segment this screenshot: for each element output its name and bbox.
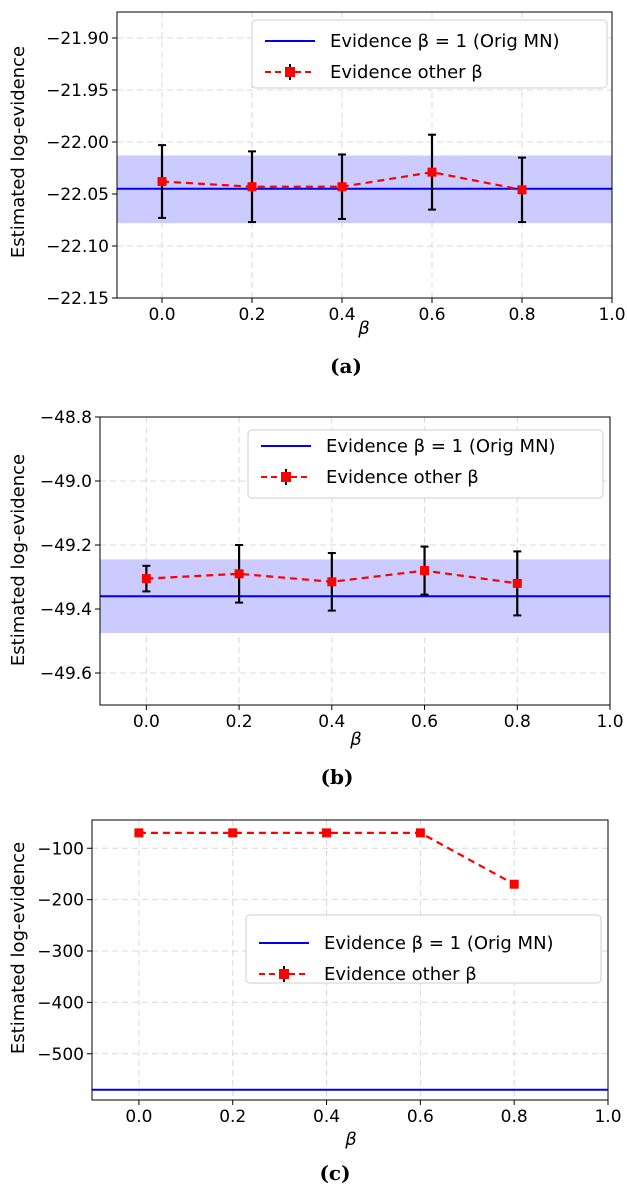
data-point-marker xyxy=(141,574,151,584)
plot-frame-c xyxy=(91,819,609,1101)
y-axis-label-b: Estimated log-evidence xyxy=(8,454,29,666)
x-tick-label: 0.6 xyxy=(407,1107,434,1127)
y-tick-label: −100 xyxy=(37,839,84,859)
y-tick-label: −21.95 xyxy=(46,81,109,101)
panel-caption-b: (b) xyxy=(321,765,354,789)
y-tick-label: −500 xyxy=(37,1045,84,1065)
data-point-marker xyxy=(512,578,522,588)
x-tick-label: 0.0 xyxy=(125,1107,152,1127)
y-tick-label: −49.4 xyxy=(40,600,92,620)
y-axis-label-a: Estimated log-evidence xyxy=(8,46,29,258)
data-point-marker xyxy=(509,879,519,889)
y-tick-label: −21.90 xyxy=(46,29,109,49)
y-ticks-c: −100 −200 −300 −400 −500 xyxy=(37,839,92,1065)
y-tick-label: −22.10 xyxy=(46,237,109,257)
x-tick-label: 0.8 xyxy=(508,305,535,325)
x-tick-label: 0.0 xyxy=(148,305,175,325)
plot-frame-a xyxy=(116,11,613,299)
series-c xyxy=(134,828,519,889)
y-tick-label: −200 xyxy=(37,891,84,911)
legend-b: Evidence β = 1 (Orig MN) Evidence other … xyxy=(247,429,604,499)
y-tick-label: −49.0 xyxy=(40,472,92,492)
data-point-marker xyxy=(228,828,238,838)
x-ticks-a: 0.0 0.2 0.4 0.6 0.8 1.0 xyxy=(148,298,626,325)
x-tick-label: 1.0 xyxy=(594,1107,621,1127)
y-tick-label: −400 xyxy=(37,993,84,1013)
legend-marker-swatch-c xyxy=(279,969,289,979)
legend-other-label-b: Evidence other β xyxy=(326,467,479,488)
x-axis-label-c: β xyxy=(344,1129,357,1150)
x-tick-label: 1.0 xyxy=(596,712,623,732)
series-line-other-beta xyxy=(138,831,515,886)
x-tick-label: 0.8 xyxy=(501,1107,528,1127)
x-tick-label: 0.8 xyxy=(504,712,531,732)
x-tick-label: 0.4 xyxy=(328,305,355,325)
data-point-marker xyxy=(134,828,144,838)
legend-box-c xyxy=(245,914,602,984)
y-tick-label: −49.2 xyxy=(40,536,92,556)
data-point-marker xyxy=(337,182,347,192)
x-ticks-c: 0.0 0.2 0.4 0.6 0.8 1.0 xyxy=(125,1100,622,1127)
data-point-marker xyxy=(415,828,425,838)
x-tick-label: 0.4 xyxy=(313,1107,340,1127)
x-tick-label: 0.2 xyxy=(219,1107,246,1127)
panel-a: 0.0 0.2 0.4 0.6 0.8 1.0 −21.90 −21.95 −22.00 −22… xyxy=(8,11,626,378)
y-tick-label: −22.00 xyxy=(46,133,109,153)
panel-caption-c: (c) xyxy=(319,1161,350,1185)
series-b xyxy=(141,544,522,617)
y-ticks-b: −48.8 −49.0 −49.2 −49.4 −49.6 xyxy=(40,408,100,684)
plot-frame-b xyxy=(99,416,611,706)
legend-other-label-c: Evidence other β xyxy=(324,964,477,985)
data-point-marker xyxy=(322,828,332,838)
legend-ref-label-c: Evidence β = 1 (Orig MN) xyxy=(324,933,554,954)
x-tick-label: 1.0 xyxy=(598,305,625,325)
legend-ref-label-b: Evidence β = 1 (Orig MN) xyxy=(326,436,556,457)
legend-marker-swatch-b xyxy=(281,472,291,482)
x-ticks-b: 0.0 0.2 0.4 0.6 0.8 1.0 xyxy=(133,705,624,732)
legend-box-a xyxy=(251,19,608,89)
data-point-marker xyxy=(517,185,527,195)
x-tick-label: 0.6 xyxy=(418,305,445,325)
x-axis-label-b: β xyxy=(349,729,362,750)
legend-marker-swatch-a xyxy=(285,67,295,77)
y-tick-label: −48.8 xyxy=(40,408,92,428)
y-tick-label: −49.6 xyxy=(40,664,92,684)
data-point-marker xyxy=(247,182,257,192)
data-point-marker xyxy=(234,569,244,579)
data-point-marker xyxy=(327,577,337,587)
legend-other-label-a: Evidence other β xyxy=(330,62,483,83)
data-point-marker xyxy=(157,177,167,187)
legend-c: Evidence β = 1 (Orig MN) Evidence other … xyxy=(245,914,602,985)
y-ticks-a: −21.90 −21.95 −22.00 −22.05 −22.10 −22.15 xyxy=(46,29,117,309)
x-tick-label: 0.2 xyxy=(238,305,265,325)
y-axis-label-c: Estimated log-evidence xyxy=(8,842,29,1054)
legend-ref-label-a: Evidence β = 1 (Orig MN) xyxy=(330,31,560,52)
x-tick-label: 0.2 xyxy=(226,712,253,732)
panel-c: 0.0 0.2 0.4 0.6 0.8 1.0 −100−200−300−400−500 … xyxy=(8,819,622,1185)
y-tick-label: −22.15 xyxy=(46,289,109,309)
panel-caption-a: (a) xyxy=(330,354,362,378)
y-tick-label: −22.05 xyxy=(46,185,109,205)
data-point-marker xyxy=(420,566,430,576)
data-point-marker xyxy=(427,167,437,177)
legend-a: Evidence β = 1 (Orig MN) Evidence other … xyxy=(251,19,608,89)
y-tick-label: −300 xyxy=(37,942,84,962)
x-tick-label: 0.4 xyxy=(318,712,345,732)
x-axis-label-a: β xyxy=(357,318,370,339)
legend-box-b xyxy=(247,429,604,499)
panel-b: 0.0 0.2 0.4 0.6 0.8 1.0 −48.8−49.0−49.2−49.4−… xyxy=(8,408,624,789)
x-tick-label: 0.6 xyxy=(411,712,438,732)
x-tick-label: 0.0 xyxy=(133,712,160,732)
series-a xyxy=(157,133,527,224)
